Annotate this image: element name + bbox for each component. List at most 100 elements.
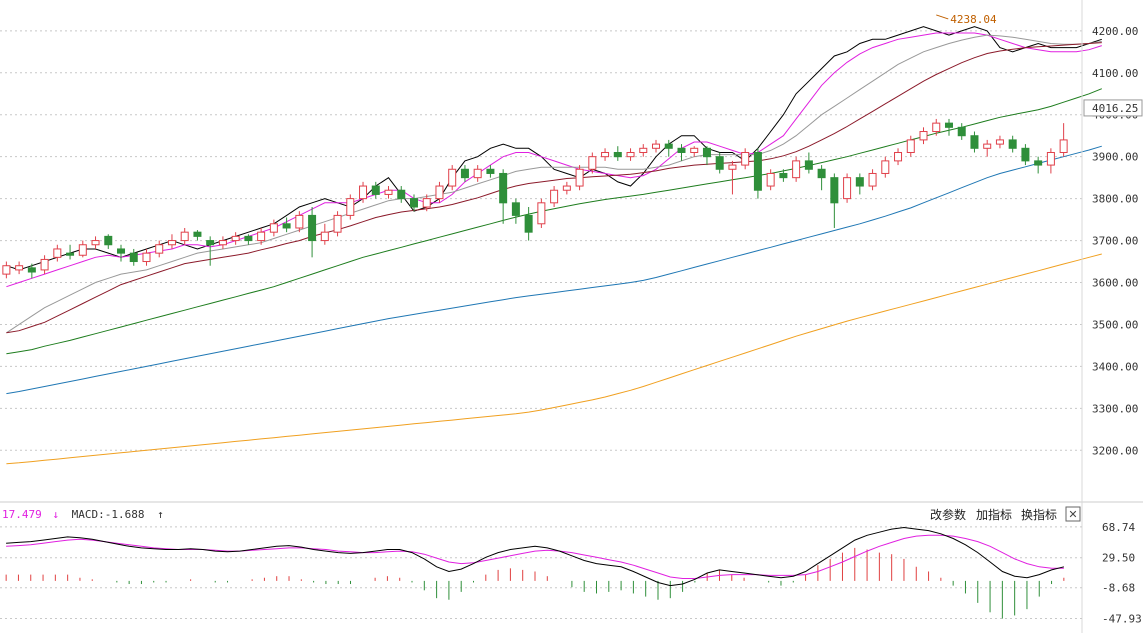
- candle: [371, 181, 380, 199]
- switch-indicator-button[interactable]: 换指标: [1021, 507, 1057, 522]
- candle: [282, 217, 291, 233]
- close-icon[interactable]: ✕: [1068, 508, 1077, 521]
- candle: [562, 181, 571, 195]
- candle: [779, 169, 788, 182]
- candle: [155, 240, 164, 258]
- candle: [894, 148, 903, 166]
- candle: [868, 169, 877, 191]
- close-panel-button[interactable]: ✕: [1065, 506, 1081, 522]
- candle: [1059, 123, 1068, 157]
- candle-body-up: [91, 240, 100, 246]
- candle-body-up: [320, 231, 329, 242]
- change-params-button[interactable]: 改参数: [930, 507, 966, 522]
- candle-body-up: [575, 168, 584, 187]
- candle: [117, 244, 126, 262]
- candle: [448, 165, 457, 191]
- candle-body-down: [282, 223, 291, 229]
- price-tick-label: 3200.00: [1092, 444, 1138, 457]
- macd-header: 17.479 ↓ MACD:-1.688 ↑: [2, 508, 164, 521]
- candle: [1021, 144, 1030, 166]
- candle: [995, 135, 1004, 149]
- candle: [702, 146, 711, 166]
- candle-body-down: [104, 235, 113, 246]
- candle: [817, 165, 826, 191]
- candle-body-up: [881, 160, 890, 174]
- candle-body-up: [690, 147, 699, 153]
- candle: [983, 139, 992, 157]
- candle: [422, 194, 431, 212]
- candle: [269, 219, 278, 237]
- ma-line-ma5: [6, 26, 1102, 271]
- candle: [409, 194, 418, 212]
- candle-body-up: [473, 168, 482, 179]
- candle-body-up: [906, 139, 915, 153]
- candle-body-up: [295, 214, 304, 229]
- ma-line-ma30: [6, 42, 1102, 334]
- candle-body-down: [409, 198, 418, 208]
- candle: [167, 234, 176, 249]
- candle: [2, 261, 11, 279]
- candle-body-up: [269, 223, 278, 233]
- candle-body-up: [741, 151, 750, 166]
- candle-body-up: [346, 198, 355, 216]
- dif-arrow: ↓: [52, 508, 59, 521]
- price-tick-label: 3800.00: [1092, 193, 1138, 206]
- candle-body-up: [231, 235, 240, 242]
- price-tick-label: 3700.00: [1092, 235, 1138, 248]
- candle: [690, 146, 699, 157]
- candle: [384, 186, 393, 199]
- candle-body-down: [397, 189, 406, 200]
- candle: [320, 223, 329, 245]
- candle-body-down: [486, 168, 495, 174]
- macd-tick-label: 68.74: [1102, 521, 1135, 534]
- candle-body-down: [117, 248, 126, 254]
- candle-body-up: [894, 151, 903, 162]
- candle-body-up: [359, 185, 368, 200]
- candle-body-down: [27, 267, 36, 273]
- macd-label: MACD:: [72, 508, 105, 521]
- price-tick-label: 3300.00: [1092, 402, 1138, 415]
- candle-body-up: [995, 139, 1004, 145]
- candle-body-down: [371, 185, 380, 195]
- candle: [244, 234, 253, 245]
- price-grid: [0, 30, 1082, 451]
- candle: [715, 152, 724, 174]
- ma-line-ma20: [6, 34, 1102, 334]
- add-indicator-button[interactable]: 加指标: [976, 507, 1012, 522]
- candle: [550, 186, 559, 208]
- candle: [970, 131, 979, 153]
- price-tick-label: 4100.00: [1092, 67, 1138, 80]
- macd-tick-label: 29.50: [1102, 552, 1135, 565]
- candle: [843, 173, 852, 203]
- candle-body-down: [499, 172, 508, 204]
- candle: [129, 248, 138, 266]
- candle: [639, 144, 648, 157]
- candle-body-down: [193, 231, 202, 237]
- candle: [753, 148, 762, 199]
- high-annotation-label: 4238.04: [950, 13, 997, 26]
- candle-body-down: [613, 151, 622, 158]
- candle-body-down: [206, 240, 215, 246]
- candle-body-down: [830, 177, 839, 204]
- candle-body-up: [562, 185, 571, 191]
- candle: [91, 236, 100, 249]
- candle-body-down: [715, 156, 724, 170]
- candle: [180, 227, 189, 245]
- current-price-box: [1083, 99, 1143, 117]
- close-box[interactable]: [1065, 506, 1081, 522]
- macd-tick-label: -8.68: [1102, 582, 1135, 595]
- candle-body-up: [1059, 139, 1068, 153]
- candle-body-up: [78, 244, 87, 256]
- ma-line-ma60: [6, 88, 1102, 355]
- ma-line-ma250: [6, 253, 1102, 465]
- candle: [27, 263, 36, 279]
- candle-body-up: [983, 143, 992, 149]
- candle-body-down: [753, 151, 762, 191]
- candle-body-up: [843, 177, 852, 200]
- candle: [741, 148, 750, 170]
- candle: [66, 244, 75, 260]
- price-tick-label: 3400.00: [1092, 360, 1138, 373]
- candle-body-up: [333, 214, 342, 233]
- dif-value: 17.479: [2, 508, 42, 521]
